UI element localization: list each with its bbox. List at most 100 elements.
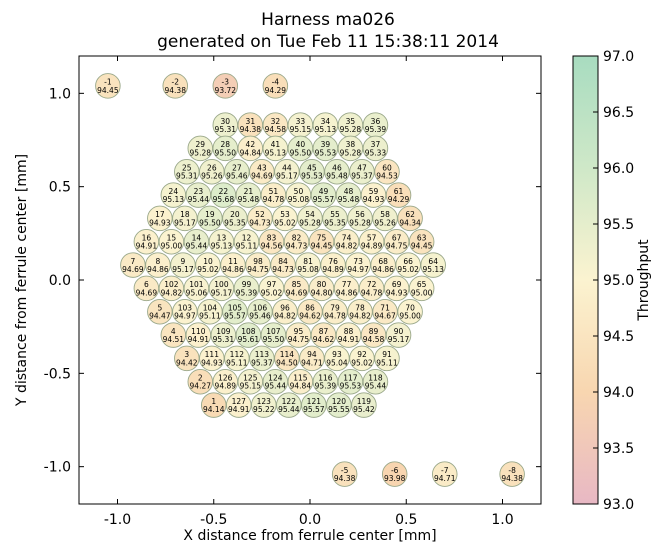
fiber-id-label: -1 (104, 78, 112, 87)
fiber-value-label: 94.56 (261, 242, 283, 251)
fiber-value-label: 95.44 (186, 242, 208, 251)
plot-area: -194.45-294.38-393.72-494.293095.313194.… (44, 55, 542, 528)
fiber-value-label: 95.53 (340, 382, 362, 391)
fiber-value-label: 94.51 (163, 335, 185, 344)
fiber-circle (385, 182, 412, 208)
fiber-id-label: 26 (207, 164, 217, 173)
fiber-value-label: 95.28 (299, 218, 321, 227)
fiber-id-label: 101 (189, 280, 204, 289)
y-tick-label: 0.0 (49, 273, 71, 289)
fiber-circle (374, 345, 400, 372)
fiber-id-label: 39 (321, 140, 331, 149)
fiber-value-label: 95.28 (349, 218, 371, 227)
fiber-id-label: 61 (394, 187, 404, 196)
fiber-id-label: 45 (307, 164, 317, 173)
fiber-value-label: 94.82 (274, 312, 296, 321)
fiber-id-label: 25 (182, 164, 192, 173)
fiber-id-label: 73 (353, 257, 363, 266)
fiber-id-label: 20 (230, 210, 240, 219)
fiber-id-label: -6 (391, 466, 399, 475)
fiber-value-label: 95.28 (190, 148, 212, 157)
fiber-value-label: 95.02 (261, 288, 283, 297)
fiber-value-label: 94.71 (434, 474, 456, 483)
fiber-value-label: 95.08 (288, 195, 310, 204)
fiber-id-label: 38 (346, 140, 356, 149)
fiber-value-label: 95.55 (328, 405, 350, 414)
fiber-value-label: 95.15 (290, 125, 312, 134)
fiber-id-label: 83 (267, 234, 277, 243)
fiber-id-label: 85 (292, 280, 302, 289)
fiber-value-label: 94.38 (501, 474, 523, 483)
fiber-marker: -794.71 (432, 461, 458, 487)
fiber-value-label: 94.29 (265, 86, 287, 95)
fiber-id-label: 27 (232, 164, 242, 173)
fiber-circle (212, 73, 239, 99)
fiber-id-label: 98 (253, 257, 263, 266)
fiber-value-label: 95.28 (340, 125, 362, 134)
fiber-id-label: -4 (272, 78, 280, 87)
fiber-value-label: 95.39 (236, 288, 258, 297)
fiber-id-label: 118 (368, 374, 383, 383)
fiber-value-label: 95.50 (215, 148, 237, 157)
fiber-value-label: 95.22 (253, 405, 275, 414)
x-tick-label: 1.0 (491, 512, 513, 528)
fiber-id-label: 79 (330, 304, 340, 313)
fiber-value-label: 94.91 (228, 405, 250, 414)
fiber-value-label: 95.48 (238, 195, 260, 204)
fiber-value-label: 94.75 (288, 335, 310, 344)
fiber-id-label: 63 (417, 234, 427, 243)
fiber-id-label: 32 (271, 117, 281, 126)
fiber-value-label: 94.97 (347, 265, 369, 274)
fiber-id-label: 81 (303, 257, 313, 266)
fiber-id-label: 44 (282, 164, 292, 173)
fiber-id-label: 72 (367, 280, 377, 289)
fiber-marker: -894.38 (499, 461, 525, 487)
fiber-id-label: 14 (192, 234, 202, 243)
fiber-id-label: 10 (203, 257, 213, 266)
fiber-id-label: 127 (232, 397, 247, 406)
fiber-value-label: 95.53 (301, 172, 323, 181)
fiber-value-label: 95.68 (213, 195, 235, 204)
fiber-id-label: 12 (242, 234, 252, 243)
fiber-value-label: 93.72 (215, 86, 237, 95)
chart-subtitle: generated on Tue Feb 11 15:38:11 2014 (157, 32, 499, 52)
fiber-id-label: 111 (205, 350, 220, 359)
fiber-id-label: 50 (294, 187, 304, 196)
fiber-id-label: 116 (318, 374, 333, 383)
fiber-value-label: 94.45 (411, 242, 433, 251)
fiber-circle (362, 368, 389, 395)
fiber-value-label: 95.17 (174, 218, 196, 227)
fiber-value-label: 94.78 (361, 288, 383, 297)
fiber-value-label: 94.91 (338, 335, 360, 344)
